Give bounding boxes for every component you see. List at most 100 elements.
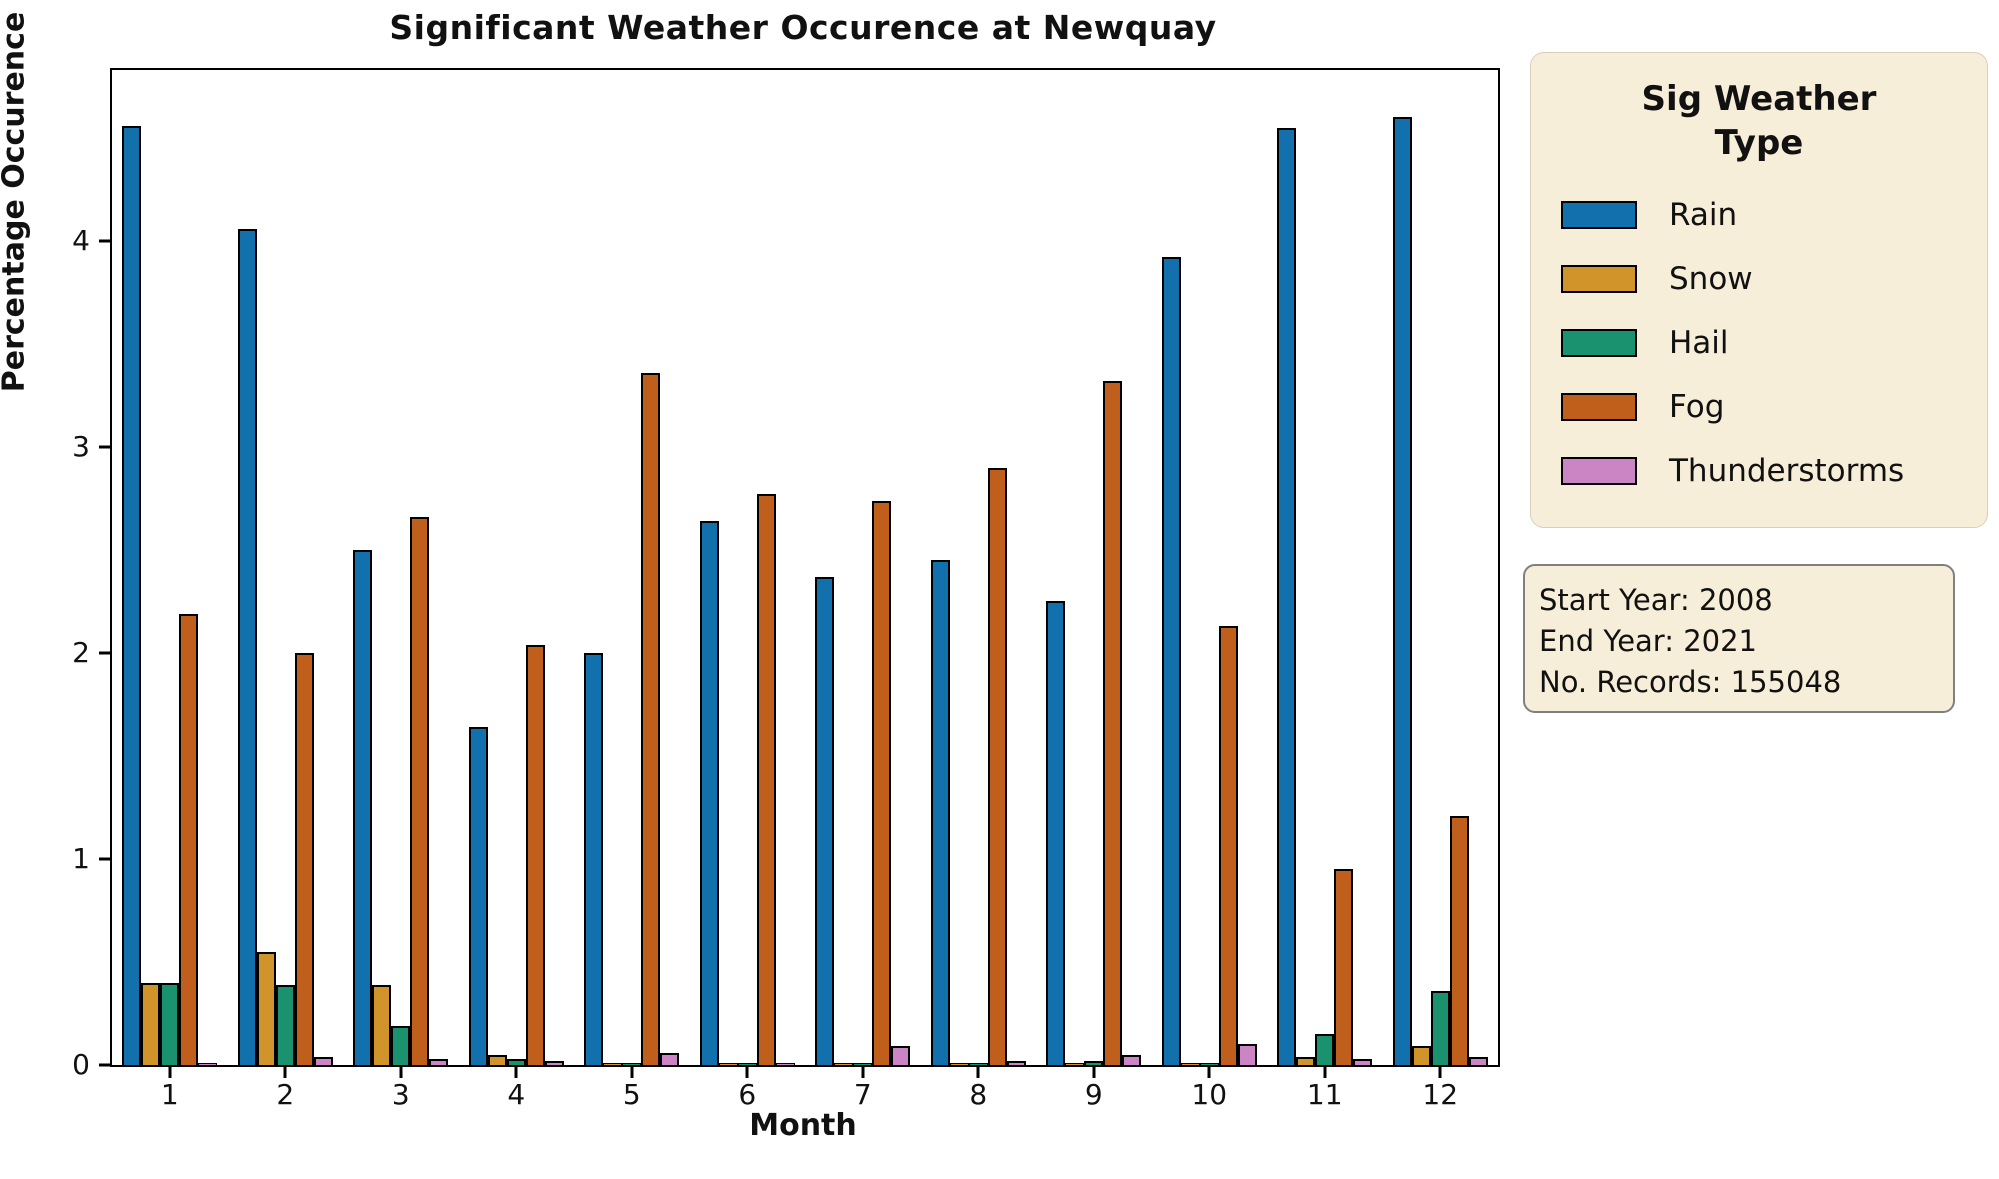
bar-hail-month-11 — [1315, 1034, 1335, 1065]
y-tick-mark — [99, 857, 110, 861]
bar-hail-month-7 — [853, 1063, 873, 1065]
info-box: Start Year: 2008 End Year: 2021 No. Record… — [1523, 564, 1955, 713]
bar-rain-month-3 — [353, 550, 373, 1065]
bar-snow-month-12 — [1411, 1046, 1431, 1065]
bar-fog-month-2 — [294, 653, 314, 1065]
y-tick-mark — [99, 1063, 110, 1067]
bar-snow-month-7 — [834, 1063, 854, 1065]
legend-title-line1: Sig Weather — [1641, 79, 1877, 119]
legend: Sig Weather Type Rain Snow Hail Fog Thunders… — [1530, 52, 1988, 528]
bar-rain-month-9 — [1046, 601, 1066, 1065]
bar-fog-month-1 — [179, 614, 199, 1065]
legend-title-line2: Type — [1714, 123, 1804, 164]
bar-hail-month-1 — [160, 983, 180, 1065]
bar-rain-month-1 — [122, 126, 142, 1065]
bar-thunderstorms-month-9 — [1122, 1055, 1142, 1065]
bar-hail-month-3 — [391, 1026, 411, 1065]
legend-label: Snow — [1669, 260, 1753, 297]
plot-area: 0 1 2 3 4 1 2 3 4 5 6 7 8 9 10 11 12 — [72, 68, 1500, 1109]
x-tick-mark — [283, 1067, 287, 1078]
bar-thunderstorms-month-10 — [1237, 1044, 1257, 1065]
bar-snow-month-9 — [1065, 1063, 1085, 1065]
bar-hail-month-2 — [275, 985, 295, 1065]
bar-hail-month-5 — [622, 1063, 642, 1065]
bar-rain-month-5 — [584, 653, 604, 1065]
bar-snow-month-8 — [949, 1063, 969, 1065]
bar-thunderstorms-month-4 — [544, 1061, 564, 1065]
bar-snow-month-3 — [372, 985, 392, 1065]
bar-hail-month-4 — [506, 1059, 526, 1065]
x-tick-label: 11 — [1306, 1078, 1343, 1111]
bar-fog-month-12 — [1449, 816, 1469, 1065]
x-tick-mark — [630, 1067, 634, 1078]
bar-fog-month-4 — [525, 645, 545, 1065]
bar-rain-month-8 — [930, 560, 950, 1065]
y-tick-mark — [99, 651, 110, 655]
bar-hail-month-9 — [1084, 1061, 1104, 1065]
chart-title: Significant Weather Occurence at Newquay — [389, 8, 1217, 47]
x-tick-label: 2 — [276, 1078, 295, 1111]
bar-thunderstorms-month-2 — [313, 1057, 333, 1065]
legend-swatch-snow-icon — [1561, 265, 1637, 294]
bar-fog-month-6 — [756, 494, 776, 1065]
bar-fog-month-11 — [1334, 869, 1354, 1065]
bar-hail-month-6 — [737, 1063, 757, 1065]
legend-swatch-hail-icon — [1561, 329, 1637, 358]
legend-swatch-rain-icon — [1561, 201, 1637, 230]
x-tick-mark — [168, 1067, 172, 1078]
bar-thunderstorms-month-3 — [429, 1059, 449, 1065]
legend-label: Hail — [1669, 324, 1729, 361]
bar-hail-month-8 — [968, 1063, 988, 1065]
bar-rain-month-6 — [699, 521, 719, 1065]
bar-rain-month-7 — [815, 577, 835, 1065]
x-tick-label: 12 — [1422, 1078, 1459, 1111]
bar-fog-month-9 — [1103, 381, 1123, 1065]
y-tick-label: 1 — [72, 841, 90, 875]
x-tick-label: 10 — [1191, 1078, 1228, 1111]
bar-snow-month-1 — [141, 983, 161, 1065]
bar-thunderstorms-month-1 — [198, 1063, 218, 1065]
legend-label: Rain — [1669, 196, 1738, 233]
bar-thunderstorms-month-7 — [891, 1046, 911, 1065]
bar-snow-month-10 — [1180, 1063, 1200, 1065]
bar-snow-month-11 — [1296, 1057, 1316, 1065]
legend-item-snow: Snow — [1557, 247, 1961, 311]
info-line: Start Year: 2008 — [1539, 583, 1773, 617]
x-tick-mark — [1207, 1067, 1211, 1078]
x-tick-label: 3 — [391, 1078, 410, 1111]
y-tick-label: 2 — [72, 635, 90, 669]
x-tick-label: 8 — [969, 1078, 988, 1111]
bar-fog-month-7 — [872, 501, 892, 1065]
bar-snow-month-6 — [718, 1063, 738, 1065]
x-tick-mark — [976, 1067, 980, 1078]
legend-label: Thunderstorms — [1669, 452, 1905, 489]
x-tick-label: 1 — [160, 1078, 179, 1111]
bar-thunderstorms-month-5 — [660, 1053, 680, 1065]
bar-thunderstorms-month-12 — [1468, 1057, 1488, 1065]
x-tick-mark — [1092, 1067, 1096, 1078]
x-tick-mark — [399, 1067, 403, 1078]
y-tick-label: 0 — [72, 1048, 90, 1081]
bar-fog-month-3 — [410, 517, 430, 1065]
y-tick-label: 3 — [72, 429, 90, 463]
x-tick-mark — [514, 1067, 518, 1078]
bar-thunderstorms-month-6 — [775, 1063, 795, 1065]
bar-thunderstorms-month-11 — [1353, 1059, 1373, 1065]
info-line: End Year: 2021 — [1539, 624, 1758, 658]
legend-item-thunderstorms: Thunderstorms — [1557, 439, 1961, 503]
y-tick-mark — [99, 239, 110, 243]
legend-label: Fog — [1669, 388, 1725, 425]
bar-thunderstorms-month-8 — [1006, 1061, 1026, 1065]
y-axis-label: Percentage Occurence — [0, 11, 32, 393]
bar-hail-month-12 — [1430, 991, 1450, 1065]
x-tick-label: 5 — [622, 1078, 641, 1111]
bar-fog-month-8 — [987, 468, 1007, 1065]
x-tick-mark — [745, 1067, 749, 1078]
legend-item-fog: Fog — [1557, 375, 1961, 439]
x-tick-mark — [861, 1067, 865, 1078]
x-tick-label: 7 — [853, 1078, 872, 1111]
bar-rain-month-10 — [1161, 257, 1181, 1065]
bar-snow-month-2 — [256, 952, 276, 1065]
x-tick-label: 9 — [1084, 1078, 1103, 1111]
